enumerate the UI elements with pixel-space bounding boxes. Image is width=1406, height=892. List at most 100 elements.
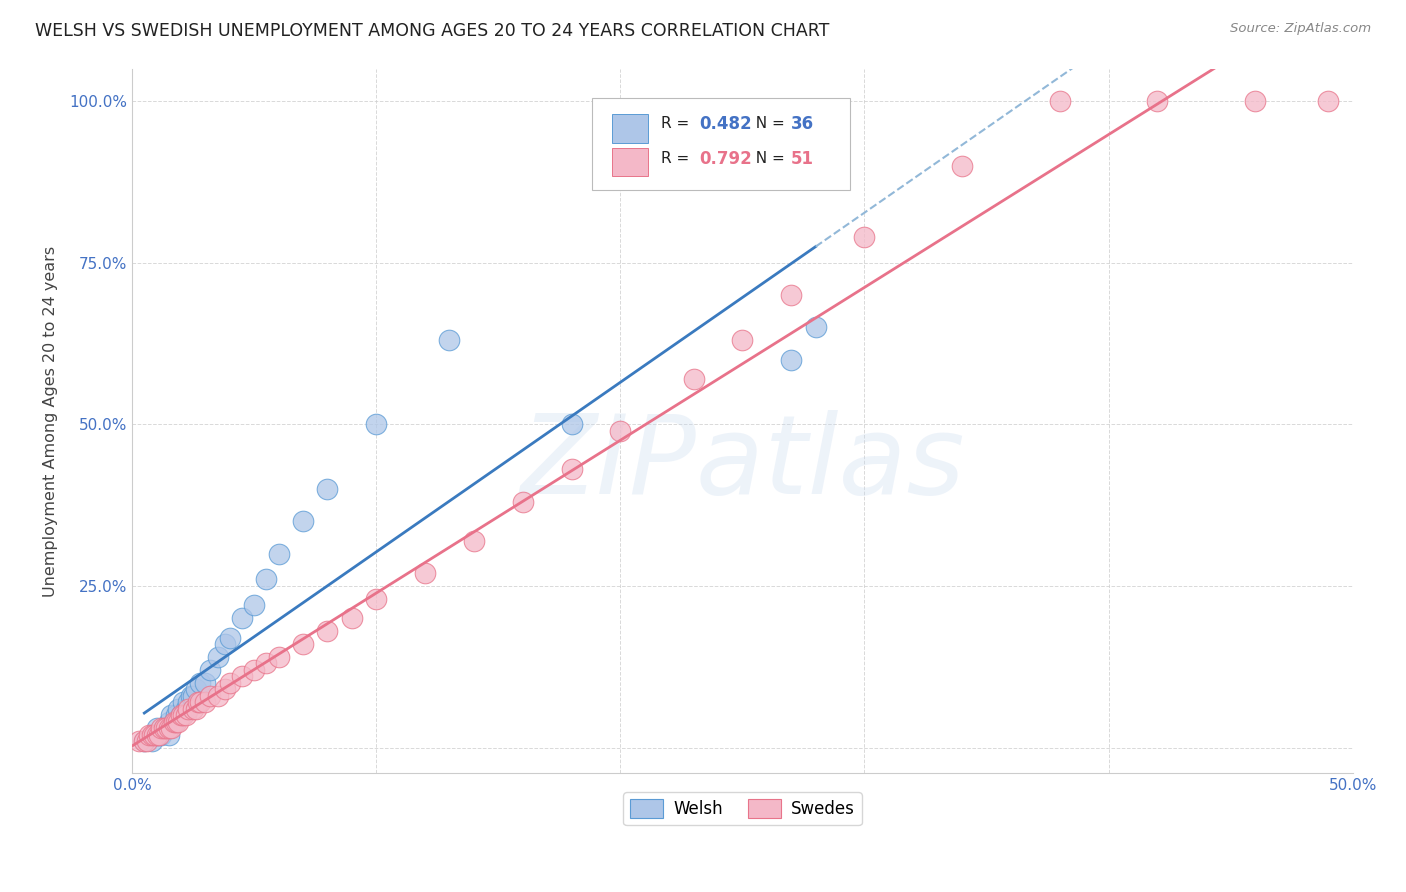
FancyBboxPatch shape: [612, 114, 648, 143]
Point: [1244, 94, 1267, 108]
Point: [190, 695, 212, 709]
Point: [780, 288, 803, 302]
Point: [172, 695, 194, 709]
FancyBboxPatch shape: [592, 98, 849, 191]
Point: [463, 533, 485, 548]
Point: [165, 708, 187, 723]
Point: [157, 728, 180, 742]
Point: [1317, 94, 1340, 108]
Point: [150, 728, 173, 742]
Point: [167, 702, 190, 716]
Point: [194, 676, 217, 690]
Point: [153, 721, 176, 735]
Point: [853, 229, 876, 244]
Text: N =: N =: [747, 116, 790, 131]
Point: [165, 714, 187, 729]
Point: [174, 708, 197, 723]
Point: [157, 721, 180, 735]
FancyBboxPatch shape: [612, 148, 648, 177]
Point: [243, 663, 266, 677]
Point: [190, 676, 212, 690]
Y-axis label: Unemployment Among Ages 20 to 24 years: Unemployment Among Ages 20 to 24 years: [44, 245, 58, 597]
Point: [413, 566, 436, 580]
Point: [184, 682, 207, 697]
Point: [181, 689, 204, 703]
Text: Source: ZipAtlas.com: Source: ZipAtlas.com: [1230, 22, 1371, 36]
Point: [134, 734, 156, 748]
Point: [731, 333, 754, 347]
Point: [316, 624, 339, 639]
Point: [145, 728, 167, 742]
Point: [157, 714, 180, 729]
Point: [194, 695, 217, 709]
Text: N =: N =: [747, 152, 790, 166]
Text: ZIPatlas: ZIPatlas: [520, 409, 965, 516]
Point: [172, 708, 194, 723]
Point: [135, 734, 157, 748]
Text: R =: R =: [661, 152, 693, 166]
Point: [160, 708, 183, 723]
Point: [439, 333, 461, 347]
Point: [177, 702, 200, 716]
Text: 0.792: 0.792: [700, 150, 752, 168]
Point: [141, 734, 163, 748]
Text: R =: R =: [661, 116, 693, 131]
Point: [366, 417, 388, 432]
Point: [254, 573, 277, 587]
Point: [340, 611, 363, 625]
Point: [150, 721, 173, 735]
Point: [780, 352, 803, 367]
Point: [609, 424, 631, 438]
Point: [682, 372, 704, 386]
Point: [143, 728, 166, 742]
Point: [316, 482, 339, 496]
Point: [187, 695, 209, 709]
Point: [145, 728, 167, 742]
Text: 0.482: 0.482: [700, 114, 752, 133]
Point: [184, 702, 207, 716]
Legend: Welsh, Swedes: Welsh, Swedes: [623, 792, 862, 825]
Point: [200, 689, 222, 703]
Point: [153, 721, 176, 735]
Point: [214, 682, 236, 697]
Point: [207, 650, 229, 665]
Point: [141, 728, 163, 742]
Point: [134, 734, 156, 748]
Point: [138, 728, 160, 742]
Point: [512, 495, 534, 509]
Point: [267, 650, 290, 665]
Point: [162, 714, 184, 729]
Point: [128, 734, 150, 748]
Point: [267, 547, 290, 561]
Point: [177, 695, 200, 709]
Text: 36: 36: [792, 114, 814, 133]
Point: [148, 728, 170, 742]
Point: [950, 159, 973, 173]
Text: WELSH VS SWEDISH UNEMPLOYMENT AMONG AGES 20 TO 24 YEARS CORRELATION CHART: WELSH VS SWEDISH UNEMPLOYMENT AMONG AGES…: [35, 22, 830, 40]
Point: [162, 714, 184, 729]
Point: [174, 702, 197, 716]
Point: [170, 708, 193, 723]
Point: [167, 714, 190, 729]
Point: [291, 637, 314, 651]
Point: [1049, 94, 1071, 108]
Point: [180, 689, 202, 703]
Text: 51: 51: [792, 150, 814, 168]
Point: [254, 657, 277, 671]
Point: [207, 689, 229, 703]
Point: [231, 669, 253, 683]
Point: [231, 611, 253, 625]
Point: [291, 514, 314, 528]
Point: [218, 676, 240, 690]
Point: [200, 663, 222, 677]
Point: [170, 708, 193, 723]
Point: [181, 702, 204, 716]
Point: [560, 462, 582, 476]
Point: [218, 631, 240, 645]
Point: [366, 591, 388, 606]
Point: [1146, 94, 1168, 108]
Point: [160, 721, 183, 735]
Point: [804, 320, 827, 334]
Point: [145, 721, 167, 735]
Point: [155, 721, 177, 735]
